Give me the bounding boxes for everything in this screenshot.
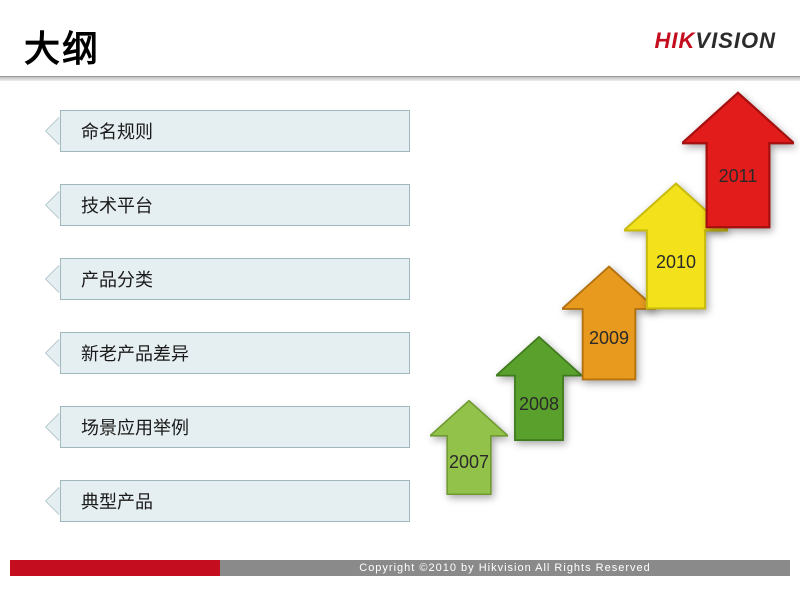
logo-part-1: HIK [655,28,696,53]
chevron-left-icon [46,487,60,515]
outline-item-label: 典型产品 [60,480,410,522]
outline-item: 新老产品差异 [60,332,410,374]
year-arrow: 2007 [430,400,508,495]
outline-item: 场景应用举例 [60,406,410,448]
year-arrow-label: 2011 [682,166,794,187]
title-divider [0,76,800,81]
outline-list: 命名规则 技术平台 产品分类 新老产品差异 场景应用举例 典型产品 [60,110,410,554]
outline-item-label: 新老产品差异 [60,332,410,374]
year-arrow-label: 2008 [496,394,582,415]
outline-item: 产品分类 [60,258,410,300]
outline-item: 技术平台 [60,184,410,226]
chevron-left-icon [46,413,60,441]
brand-logo: HIKVISION [655,28,776,54]
outline-item-label: 场景应用举例 [60,406,410,448]
footer-accent [10,560,220,576]
year-arrow: 2008 [496,336,582,441]
outline-item-label: 命名规则 [60,110,410,152]
footer-grey: Copyright ©2010 by Hikvision All Rights … [220,560,790,576]
outline-item-label: 产品分类 [60,258,410,300]
arrow-up-icon [562,264,656,382]
logo-part-2: VISION [695,28,776,53]
arrow-up-icon [430,400,508,495]
year-arrow-label: 2009 [562,328,656,349]
arrow-up-icon [682,86,794,234]
outline-item: 典型产品 [60,480,410,522]
outline-item-label: 技术平台 [60,184,410,226]
year-arrow: 2009 [562,264,656,382]
footer-text: Copyright ©2010 by Hikvision All Rights … [359,562,651,574]
chevron-left-icon [46,265,60,293]
arrow-up-icon [496,336,582,441]
year-arrow: 2010 [624,180,728,312]
year-arrow-label: 2010 [624,252,728,273]
year-arrow-label: 2007 [430,452,508,473]
footer-bar: Copyright ©2010 by Hikvision All Rights … [10,560,790,576]
chevron-left-icon [46,339,60,367]
slide: 大纲 HIKVISION 命名规则 技术平台 产品分类 新老产品差异 场景应用举… [0,0,800,600]
page-title: 大纲 [24,20,100,72]
arrow-up-icon [624,180,728,312]
outline-item: 命名规则 [60,110,410,152]
chevron-left-icon [46,117,60,145]
chevron-left-icon [46,191,60,219]
year-arrow: 2011 [682,86,794,234]
